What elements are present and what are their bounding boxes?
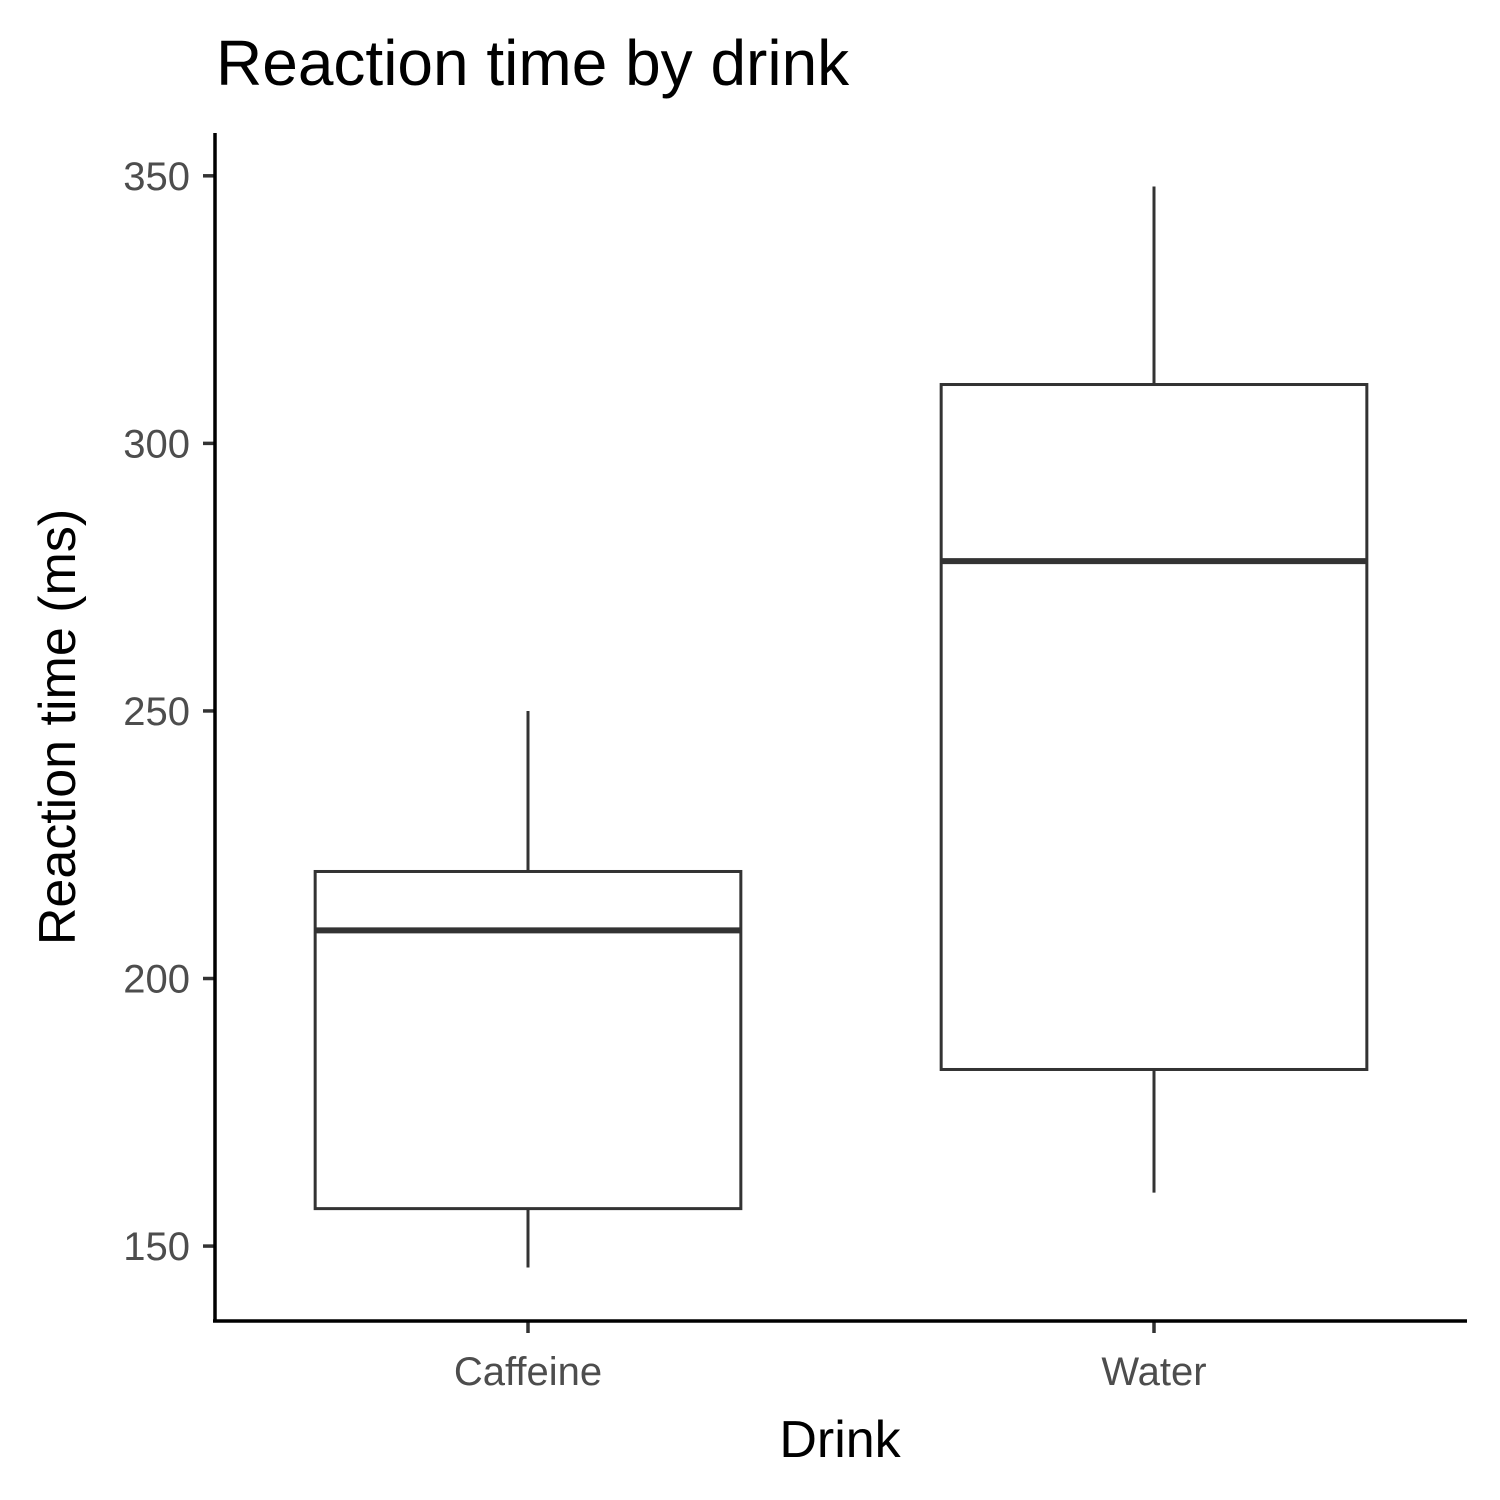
y-tick-label: 250 [123, 690, 190, 734]
boxes-layer [313, 186, 1369, 1268]
x-tick-label: Caffeine [454, 1350, 602, 1394]
iqr-box [939, 383, 1369, 1071]
chart-title: Reaction time by drink [216, 27, 850, 99]
y-tick-label: 200 [123, 958, 190, 1002]
box-water [939, 186, 1369, 1193]
x-tick-label: Water [1101, 1350, 1206, 1394]
box-caffeine [313, 710, 743, 1268]
x-axis-label: Drink [779, 1411, 901, 1469]
ticks-layer: 150 200 250 300 350 Caffeine Water [123, 155, 1206, 1394]
y-tick-label: 150 [123, 1225, 190, 1269]
y-axis-label: Reaction time (ms) [29, 509, 87, 945]
y-tick-label: 350 [123, 155, 190, 199]
y-tick-label: 300 [123, 422, 190, 466]
iqr-box [313, 869, 743, 1211]
